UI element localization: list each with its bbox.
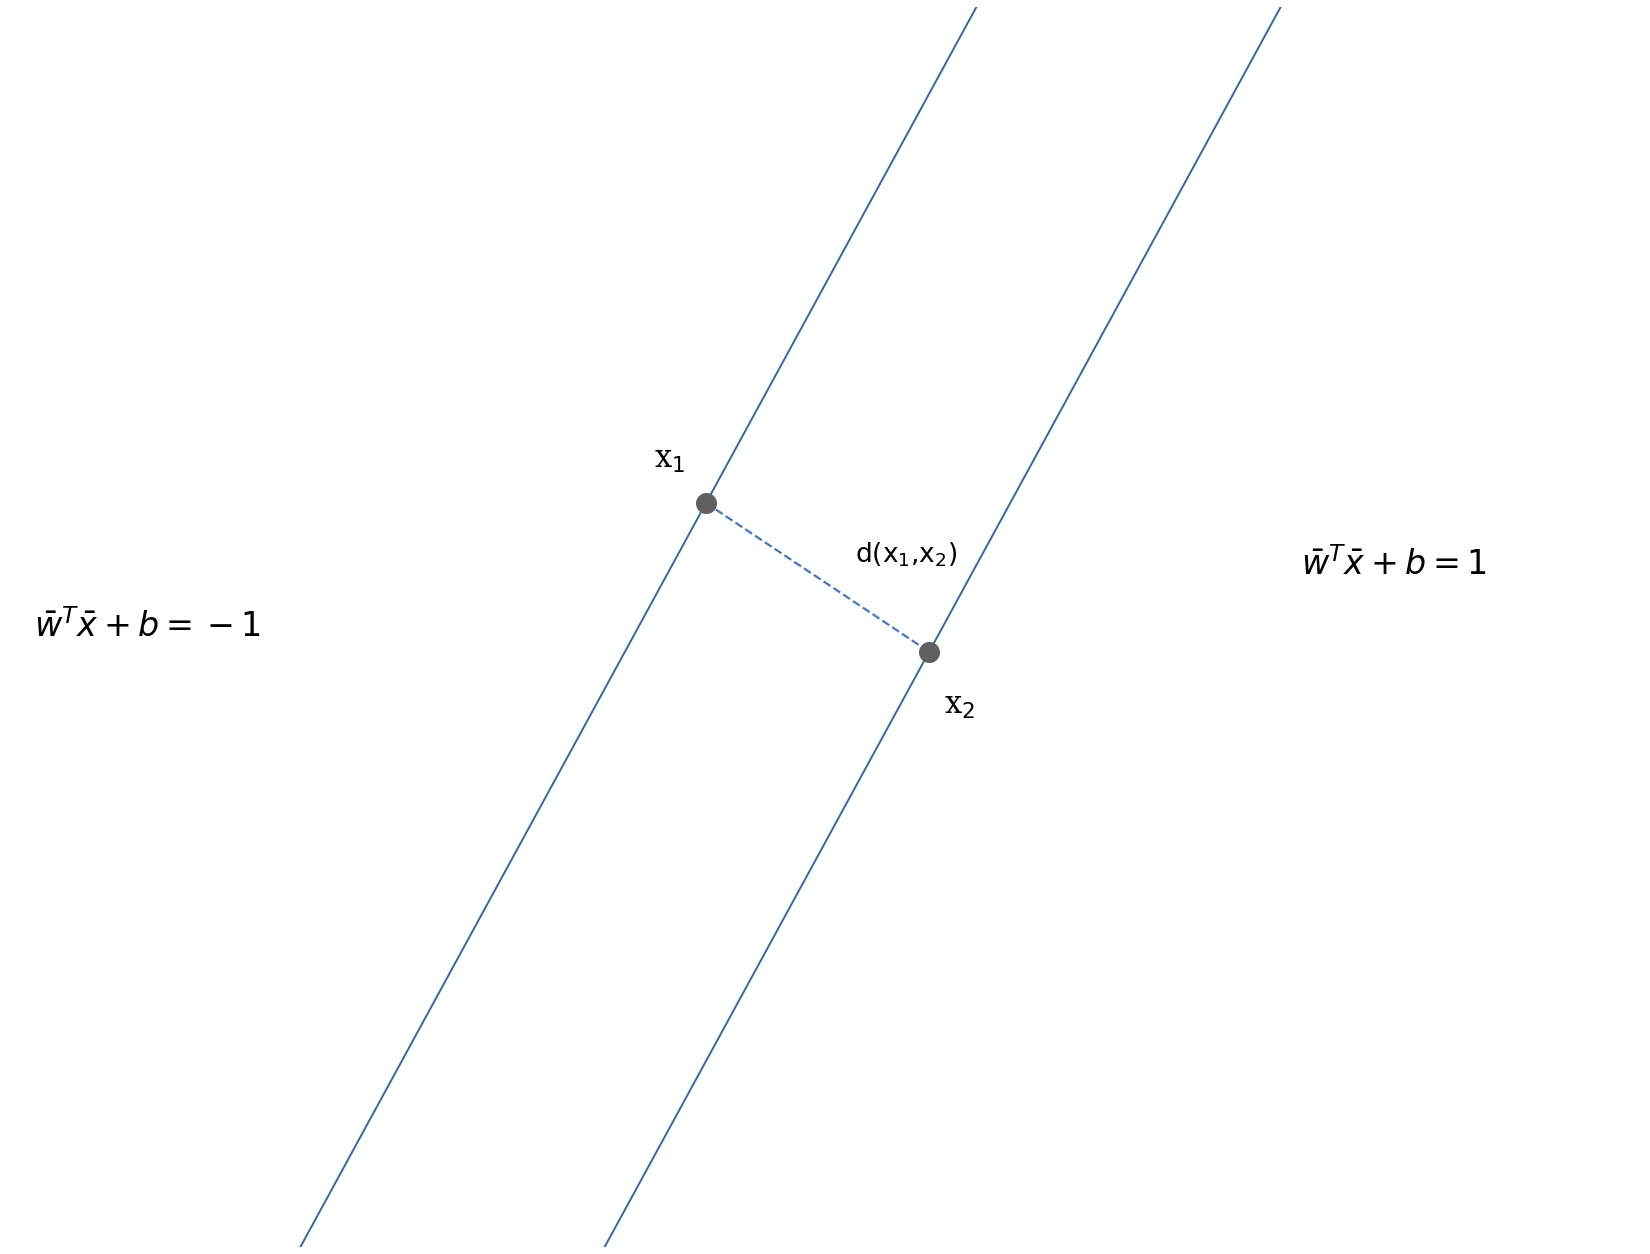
Text: x$_2$: x$_2$ bbox=[944, 690, 975, 721]
Point bbox=[693, 493, 719, 513]
Text: $\bar{w}^T\bar{x} + b = 1$: $\bar{w}^T\bar{x} + b = 1$ bbox=[1300, 548, 1487, 582]
Text: x$_1$: x$_1$ bbox=[653, 444, 685, 475]
Text: d(x$_1$,x$_2$): d(x$_1$,x$_2$) bbox=[855, 540, 957, 569]
Point bbox=[916, 642, 942, 662]
Text: $\bar{w}^T\bar{x} + b = -1$: $\bar{w}^T\bar{x} + b = -1$ bbox=[33, 609, 261, 645]
